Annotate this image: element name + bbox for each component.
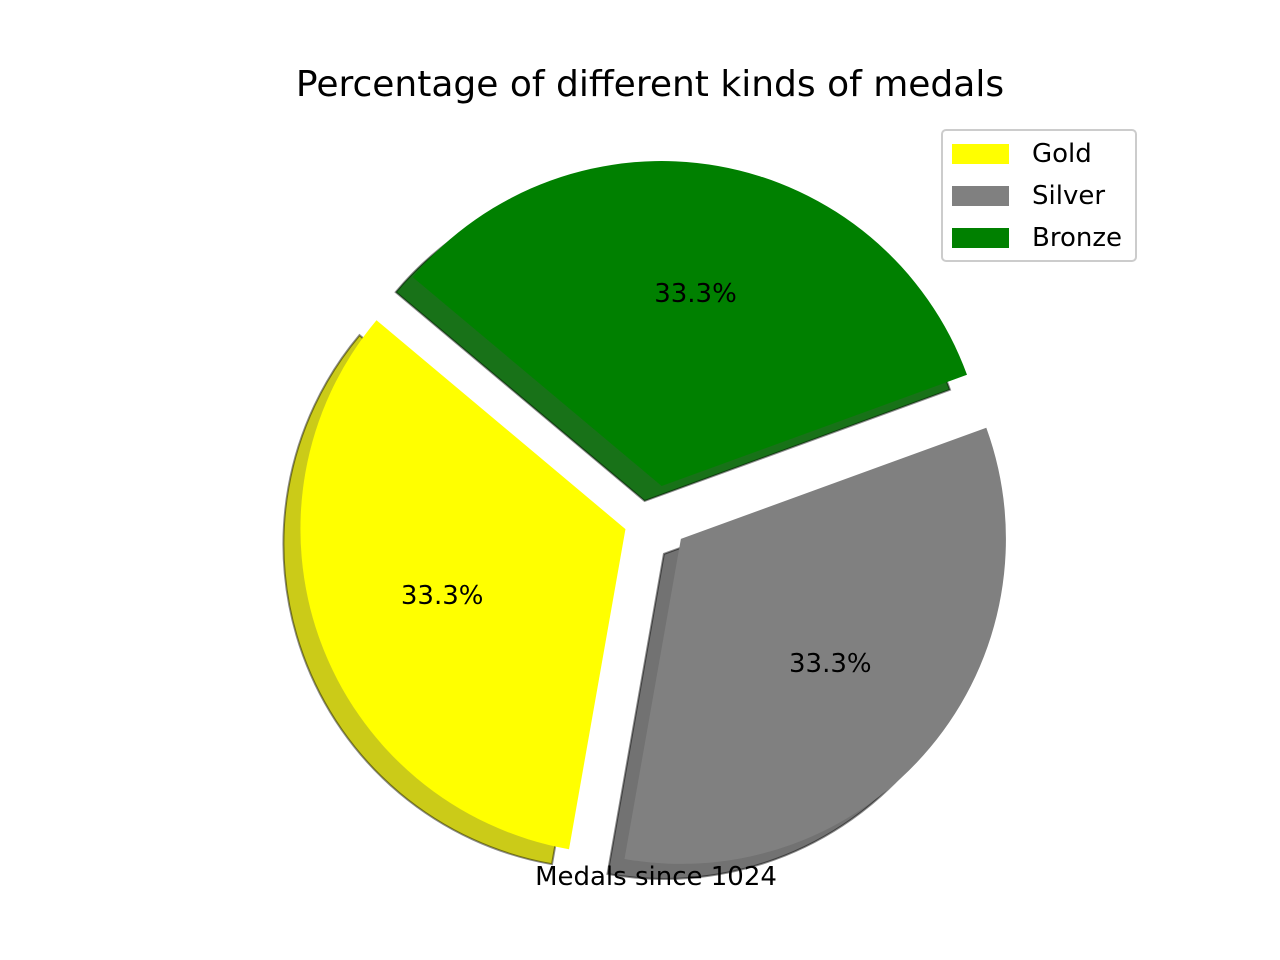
legend-label-gold: Gold (1032, 139, 1092, 169)
chart-title: Percentage of different kinds of medals (295, 64, 1005, 105)
legend-item-gold: Gold (952, 139, 1092, 169)
slices (300, 161, 1006, 864)
percent-label-gold: 33.3% (401, 581, 484, 611)
percent-label-bronze: 33.3% (654, 279, 737, 309)
legend-item-silver: Silver (952, 181, 1106, 211)
x-axis-label: Medals since 1024 (535, 862, 777, 892)
legend-item-bronze: Bronze (952, 223, 1122, 253)
percent-label-silver: 33.3% (789, 649, 872, 679)
legend-swatch-bronze (952, 228, 1009, 248)
legend-label-silver: Silver (1032, 181, 1106, 211)
slice-silver (624, 427, 1006, 864)
legend: Gold Silver Bronze (941, 129, 1137, 262)
legend-swatch-silver (952, 186, 1009, 206)
legend-swatch-gold (952, 144, 1009, 164)
slice-gold (300, 320, 626, 850)
slice-bronze (412, 161, 967, 486)
percent-labels: 33.3% 33.3% 33.3% (401, 279, 872, 679)
legend-label-bronze: Bronze (1032, 223, 1122, 253)
